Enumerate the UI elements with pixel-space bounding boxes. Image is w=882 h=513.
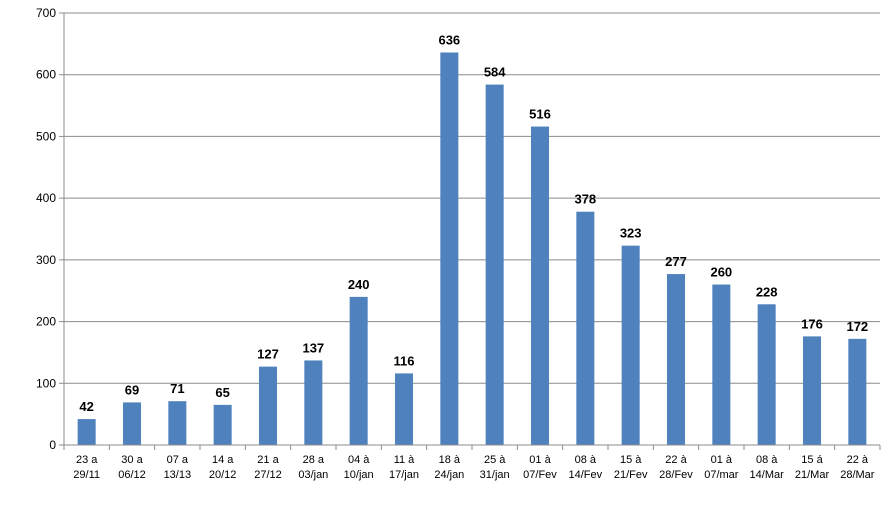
bar [168,401,187,445]
x-tick-label: 15 à [620,454,642,466]
bar [712,284,731,445]
data-label: 584 [484,65,506,80]
data-label: 240 [348,277,370,292]
x-tick-label: 10/jan [344,469,374,481]
bar [213,404,232,445]
x-tick-label: 03/jan [298,469,328,481]
x-tick-label: 04 à [348,454,370,466]
x-tick-label: 15 á [801,454,823,466]
x-tick-label: 21 a [257,454,279,466]
x-tick-label: 07/Fev [523,469,557,481]
x-tick-label: 24/jan [434,469,464,481]
data-label: 127 [257,347,279,362]
x-tick-label: 06/12 [118,469,146,481]
gridlines [64,12,880,384]
x-tick-label: 25 à [484,454,506,466]
x-tick-label: 20/12 [209,469,237,481]
data-label: 636 [438,32,460,47]
data-label: 516 [529,107,551,122]
data-label: 65 [215,385,229,400]
y-axis: 0 100 200 300 400 500 600 700 [36,6,65,452]
y-tick-label: 0 [49,438,56,452]
bar [621,245,640,445]
y-tick-label: 300 [36,253,56,267]
x-tick-label: 23 a [76,454,98,466]
bar [395,373,413,445]
x-tick-label: 17/jan [389,469,419,481]
x-tick-label: 31/jan [480,469,510,481]
y-tick-label: 100 [36,376,56,390]
x-tick-label: 22 à [665,454,687,466]
data-label: 137 [302,340,324,355]
bar [349,296,368,445]
x-tick-label: 28/Fev [659,469,693,481]
bar [304,360,323,445]
x-tick-label: 29/11 [73,469,100,481]
data-labels: 42 69 71 65 127 137 240 116 636 584 516 378 323 277 26… [79,32,868,414]
bar [576,211,595,445]
x-tick-label: 14/Fev [569,469,603,481]
x-tick-label: 30 a [121,454,143,466]
y-tick-label: 400 [36,191,56,205]
data-label: 277 [665,254,687,269]
data-label: 228 [756,284,778,299]
data-label: 69 [125,382,139,397]
x-tick-label: 01 à [711,454,733,466]
x-tick-label: 07/mar [704,469,739,481]
data-label: 323 [620,226,642,241]
x-tick-label: 14 a [212,454,234,466]
x-tick-label: 18 à [439,454,461,466]
bar [757,304,776,445]
bar [123,402,141,445]
y-tick-label: 700 [36,6,56,20]
data-label: 172 [846,319,868,334]
bar [259,366,277,445]
bar [803,336,821,445]
data-label: 176 [801,316,823,331]
x-tick-label: 21/Fev [614,469,648,481]
x-tick-label: 11 à [394,454,415,466]
data-label: 260 [710,265,732,280]
data-label: 116 [394,353,415,368]
bars [77,52,867,446]
y-tick-label: 600 [36,68,56,82]
x-tick-label: 28 a [303,454,325,466]
data-label: 42 [79,399,93,414]
y-tick-label: 500 [36,129,56,143]
bar [77,419,96,445]
x-tick-label: 27/12 [254,469,282,481]
data-label: 378 [574,192,596,207]
x-tick-label: 28/Mar [840,469,875,481]
x-tick-label: 07 a [167,454,189,466]
bar [848,338,867,445]
data-label: 71 [170,381,184,396]
bar [440,52,459,446]
bar [531,126,549,445]
x-axis: 23 a 29/11 30 a 06/12 07 a 13/13 14 a 20/12 21 a… [59,444,881,481]
y-tick-label: 200 [36,315,56,329]
x-tick-label: 01 à [529,454,551,466]
x-tick-label: 08 à [575,454,597,466]
x-tick-label: 13/13 [164,469,192,481]
x-tick-label: 21/Mar [795,469,830,481]
x-tick-label: 14/Mar [750,469,785,481]
x-tick-label: 08 à [756,454,778,466]
bar [667,274,685,445]
x-tick-label: 22 à [847,454,869,466]
bar [485,84,504,446]
